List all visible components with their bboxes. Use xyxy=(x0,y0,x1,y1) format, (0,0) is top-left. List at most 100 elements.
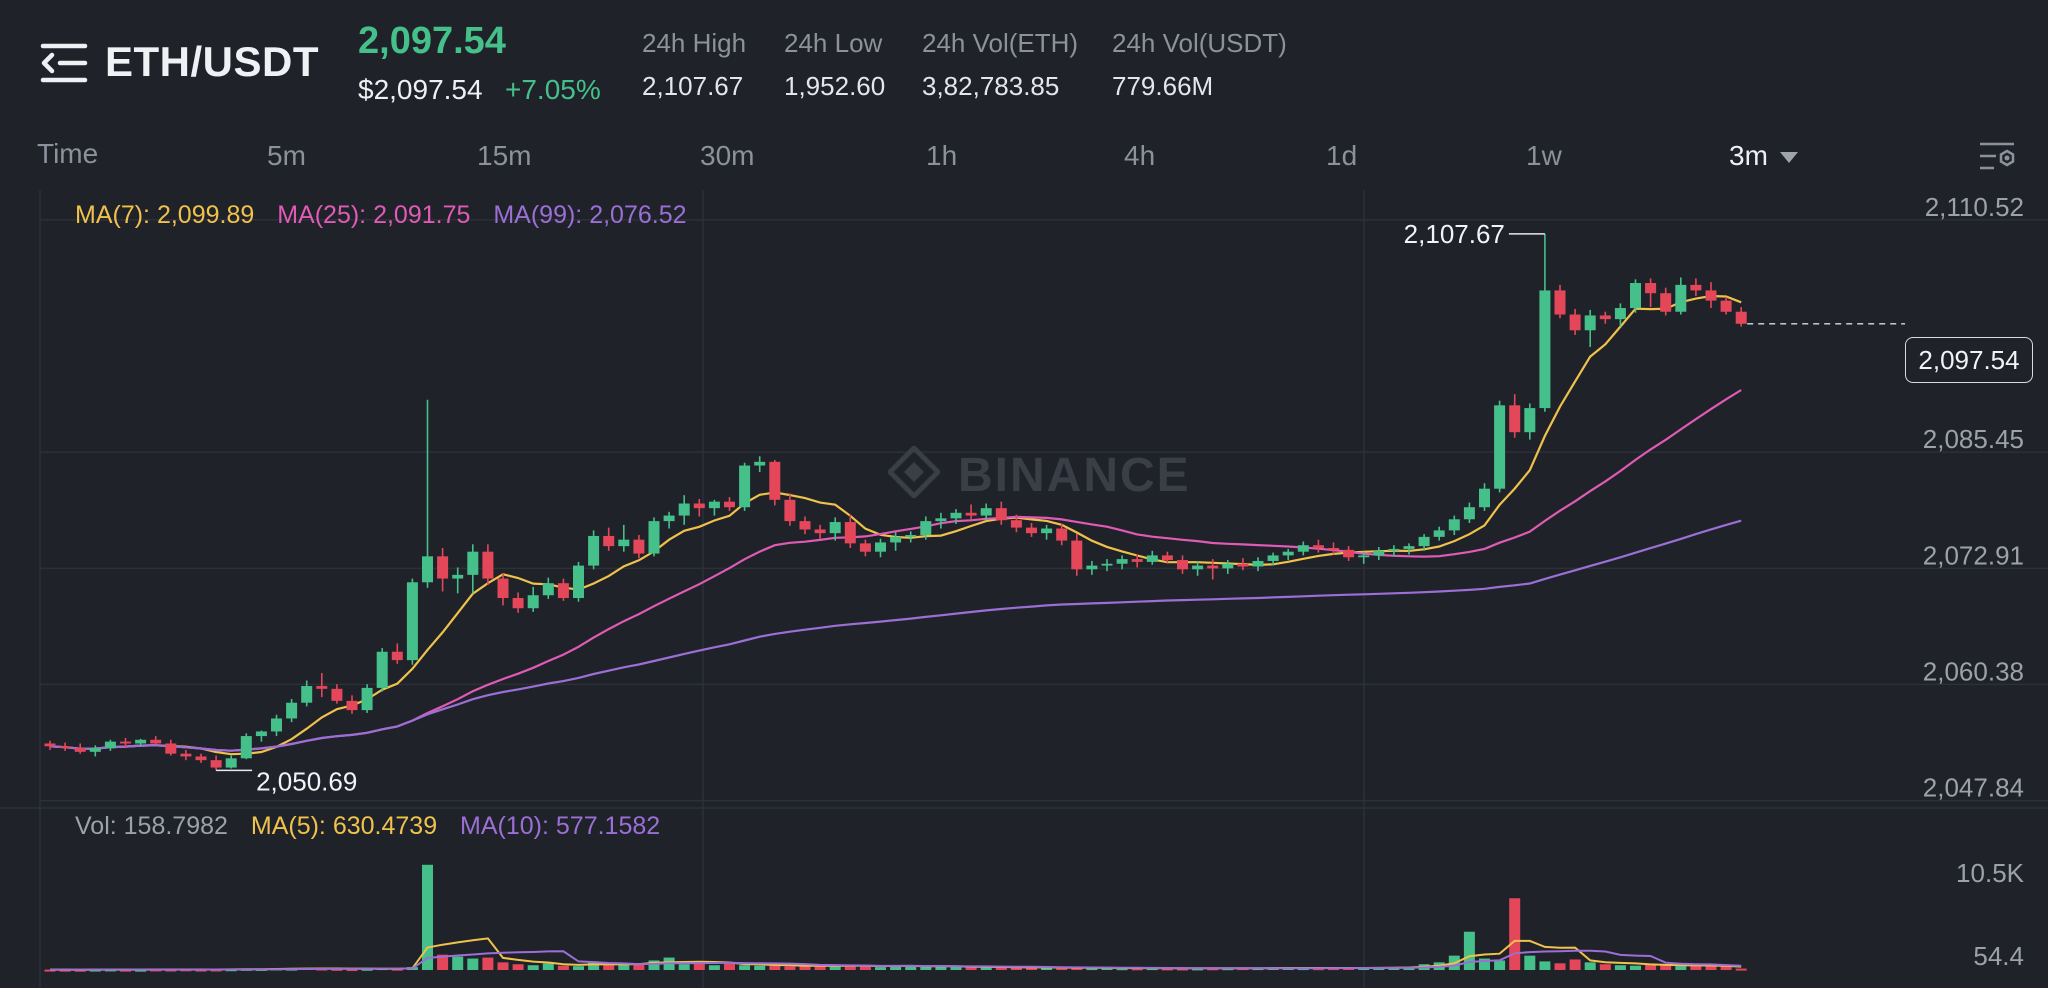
volume-bar xyxy=(1192,968,1204,971)
ma7-label: MA(7): 2,099.89 xyxy=(75,201,255,229)
candle-body xyxy=(1252,560,1264,567)
chart-settings-icon[interactable] xyxy=(1978,140,2018,176)
tab-1h[interactable]: 1h xyxy=(926,140,958,171)
tab-3m-selected[interactable]: 3m xyxy=(1729,140,1798,172)
price-axis-label: 2,110.52 xyxy=(1925,192,2024,222)
candle-body xyxy=(1720,300,1732,312)
price-ma-legend: MA(7): 2,099.89 MA(25): 2,091.75 MA(99):… xyxy=(75,201,703,230)
volume-bar xyxy=(784,966,796,970)
candle-body xyxy=(724,501,735,508)
stat-label: 24h Vol(ETH) xyxy=(922,28,1079,58)
volume-bar xyxy=(799,965,811,970)
candle-body xyxy=(1071,540,1083,570)
candle-body xyxy=(1479,488,1490,508)
volume-bar xyxy=(346,969,358,972)
candle-body xyxy=(1509,405,1521,433)
candle-body xyxy=(1267,555,1279,561)
candle-body xyxy=(346,700,358,711)
candle-body xyxy=(648,521,660,554)
volume-bar xyxy=(648,960,660,970)
tab-15m[interactable]: 15m xyxy=(477,140,532,171)
candle-body xyxy=(1297,545,1309,552)
volume-value-label: Vol: 158.7982 xyxy=(75,812,228,840)
candle-body xyxy=(1328,547,1339,550)
candle-body xyxy=(422,556,433,583)
tab-time[interactable]: Time xyxy=(37,138,99,169)
current-price-tag[interactable]: 2,097.54 xyxy=(1905,337,2033,383)
candle-body xyxy=(1690,284,1702,291)
candle-body xyxy=(769,461,781,500)
candle-body xyxy=(376,651,388,688)
tab-5m[interactable]: 5m xyxy=(267,140,306,171)
candle-body xyxy=(693,503,705,509)
candle-body xyxy=(678,503,690,516)
volume-bar xyxy=(1614,965,1626,970)
candle-body xyxy=(1056,528,1068,541)
volume-bar xyxy=(527,965,539,970)
candle-body xyxy=(1645,283,1657,294)
trading-pair[interactable]: ETH/USDT xyxy=(105,38,319,85)
candle-body xyxy=(120,741,131,744)
candle-body xyxy=(74,748,86,752)
volume-bar xyxy=(1720,966,1732,970)
binance-watermark-icon xyxy=(888,446,940,498)
volume-bar xyxy=(1584,962,1596,970)
ticker-header: ETH/USDT 2,097.54 $2,097.54 +7.05% 24h H… xyxy=(0,0,2048,130)
candle-body xyxy=(165,743,177,754)
price-axis-label: 2,085.45 xyxy=(1923,424,2024,454)
binance-watermark: BINANCE xyxy=(958,449,1191,502)
candle-body xyxy=(1282,551,1294,556)
volume-bar xyxy=(1554,963,1566,970)
volume-legend: Vol: 158.7982 MA(5): 630.4739 MA(10): 57… xyxy=(75,812,676,841)
stat-value: 1,952.60 xyxy=(784,71,886,101)
candle-body xyxy=(1735,311,1747,324)
volume-bar xyxy=(890,965,902,970)
candle-body xyxy=(739,465,751,508)
high-marker-label: 2,107.67 xyxy=(1404,219,1505,249)
volume-bar xyxy=(1524,955,1536,970)
candle-body xyxy=(905,535,917,537)
candle-body xyxy=(1358,555,1370,558)
volume-bar xyxy=(1599,964,1611,970)
volume-bar xyxy=(1026,967,1037,970)
volume-bar xyxy=(1041,967,1053,970)
candle-body xyxy=(859,543,871,552)
tab-1w[interactable]: 1w xyxy=(1526,140,1562,171)
candle-body xyxy=(708,501,720,509)
stat-label: 24h High xyxy=(642,28,747,58)
tab-1d[interactable]: 1d xyxy=(1326,140,1358,171)
menu-icon[interactable] xyxy=(40,40,88,86)
volume-bar xyxy=(1010,967,1022,970)
candle-body xyxy=(1584,315,1596,331)
volume-bar xyxy=(59,969,71,972)
candle-body xyxy=(1343,549,1355,558)
candle-body xyxy=(301,686,313,703)
candle-body xyxy=(1569,314,1581,331)
candle-body xyxy=(1222,563,1234,569)
tab-30m[interactable]: 30m xyxy=(700,140,755,171)
candle-body xyxy=(1539,290,1551,409)
volume-bar xyxy=(1056,967,1068,970)
candle-body xyxy=(225,758,237,768)
volume-bar xyxy=(497,962,509,970)
stat-value: 779.66M xyxy=(1112,71,1214,101)
tab-4h[interactable]: 4h xyxy=(1124,140,1156,171)
candle-body xyxy=(920,521,932,536)
candle-body xyxy=(1192,565,1204,570)
volume-bar xyxy=(1071,967,1083,970)
volume-bar xyxy=(74,969,86,972)
stat-value: 2,107.67 xyxy=(642,71,744,101)
candle-body xyxy=(1494,405,1506,489)
chart-annotations: 2,107.67 2,050.69 xyxy=(216,219,1905,796)
volume-bar xyxy=(422,864,433,970)
candle-body xyxy=(512,598,524,609)
candle-body xyxy=(331,688,343,701)
stat-24h-vol-usdt: 24h Vol(USDT) 779.66M xyxy=(1112,28,1287,102)
volume-bar xyxy=(1569,959,1581,970)
volume-axis-label: 10.5K xyxy=(1956,858,2025,888)
candle-body xyxy=(663,515,675,522)
stat-24h-high: 24h High 2,107.67 xyxy=(642,28,746,102)
candle-body xyxy=(1418,536,1430,547)
candle-body xyxy=(135,739,147,744)
